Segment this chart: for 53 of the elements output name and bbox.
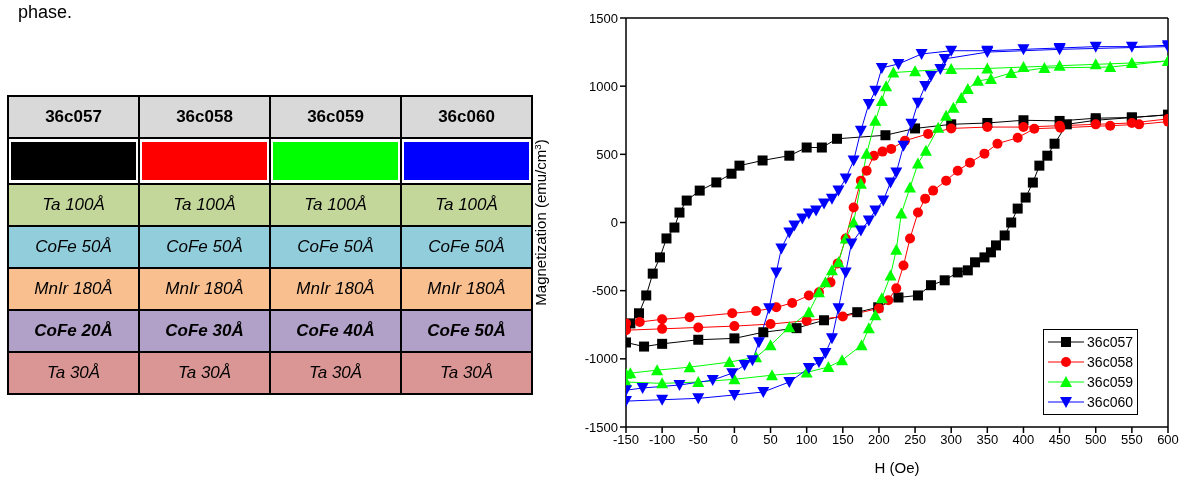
text: CoFe 50Å: [270, 226, 401, 268]
x-tick-label: 200: [868, 432, 890, 448]
y-tick-label: 1000: [589, 78, 618, 94]
text: CoFe 50Å: [401, 226, 532, 268]
text: CoFe 20Å: [8, 310, 139, 352]
x-tick-label: 300: [940, 432, 963, 448]
x-tick-label: -50: [688, 432, 708, 448]
x-tick-label: -100: [649, 432, 676, 448]
x-tick-label: 350: [976, 432, 999, 448]
text: Ta 30Å: [139, 352, 270, 394]
y-tick-label: -500: [591, 283, 618, 299]
text: MnIr 180Å: [401, 268, 532, 310]
y-tick-label: -1500: [584, 419, 618, 435]
y-tick-label: -1000: [584, 351, 618, 367]
text: CoFe 40Å: [270, 310, 401, 352]
legend-label: 36c057: [1087, 334, 1133, 350]
text: phase.: [18, 2, 73, 23]
text: Ta 100Å: [8, 184, 139, 226]
text: Ta 30Å: [401, 352, 532, 394]
y-tick-label: 500: [596, 146, 618, 162]
text: CoFe 50Å: [139, 226, 270, 268]
x-tick-label: 250: [904, 432, 926, 448]
x-tick-label: 450: [1048, 432, 1071, 448]
text: Ta 30Å: [270, 352, 401, 394]
category-label: 36c059: [270, 96, 401, 138]
text: CoFe 50Å: [8, 226, 139, 268]
y-tick-label: 1500: [589, 10, 618, 26]
x-tick-label: -150: [612, 432, 640, 448]
x-tick-label: 400: [1012, 432, 1035, 448]
x-tick-label: 600: [1157, 432, 1179, 448]
text: MnIr 180Å: [270, 268, 401, 310]
x-axis-title: H (Oe): [874, 459, 920, 476]
legend-label: 36c058: [1087, 354, 1133, 370]
category-label: 36c057: [8, 96, 139, 138]
x-tick-label: 50: [763, 432, 778, 448]
x-tick-label: 100: [795, 432, 818, 448]
text: Ta 30Å: [8, 352, 139, 394]
text: Ta 100Å: [401, 184, 532, 226]
category-label: 36c060: [401, 96, 532, 138]
legend-label: 36c060: [1087, 394, 1133, 410]
category-label: 36c058: [139, 96, 270, 138]
text: MnIr 180Å: [139, 268, 270, 310]
x-tick-label: 500: [1084, 432, 1107, 448]
y-tick-label: 0: [610, 215, 618, 231]
x-tick-label: 0: [730, 432, 739, 448]
text: CoFe 30Å: [139, 310, 270, 352]
legend-label: 36c059: [1087, 374, 1133, 390]
x-tick-label: 150: [831, 432, 854, 448]
x-tick-label: 550: [1121, 432, 1143, 448]
text: Ta 100Å: [270, 184, 401, 226]
text: MnIr 180Å: [8, 268, 139, 310]
text: Ta 100Å: [139, 184, 270, 226]
text: CoFe 50Å: [401, 310, 532, 352]
